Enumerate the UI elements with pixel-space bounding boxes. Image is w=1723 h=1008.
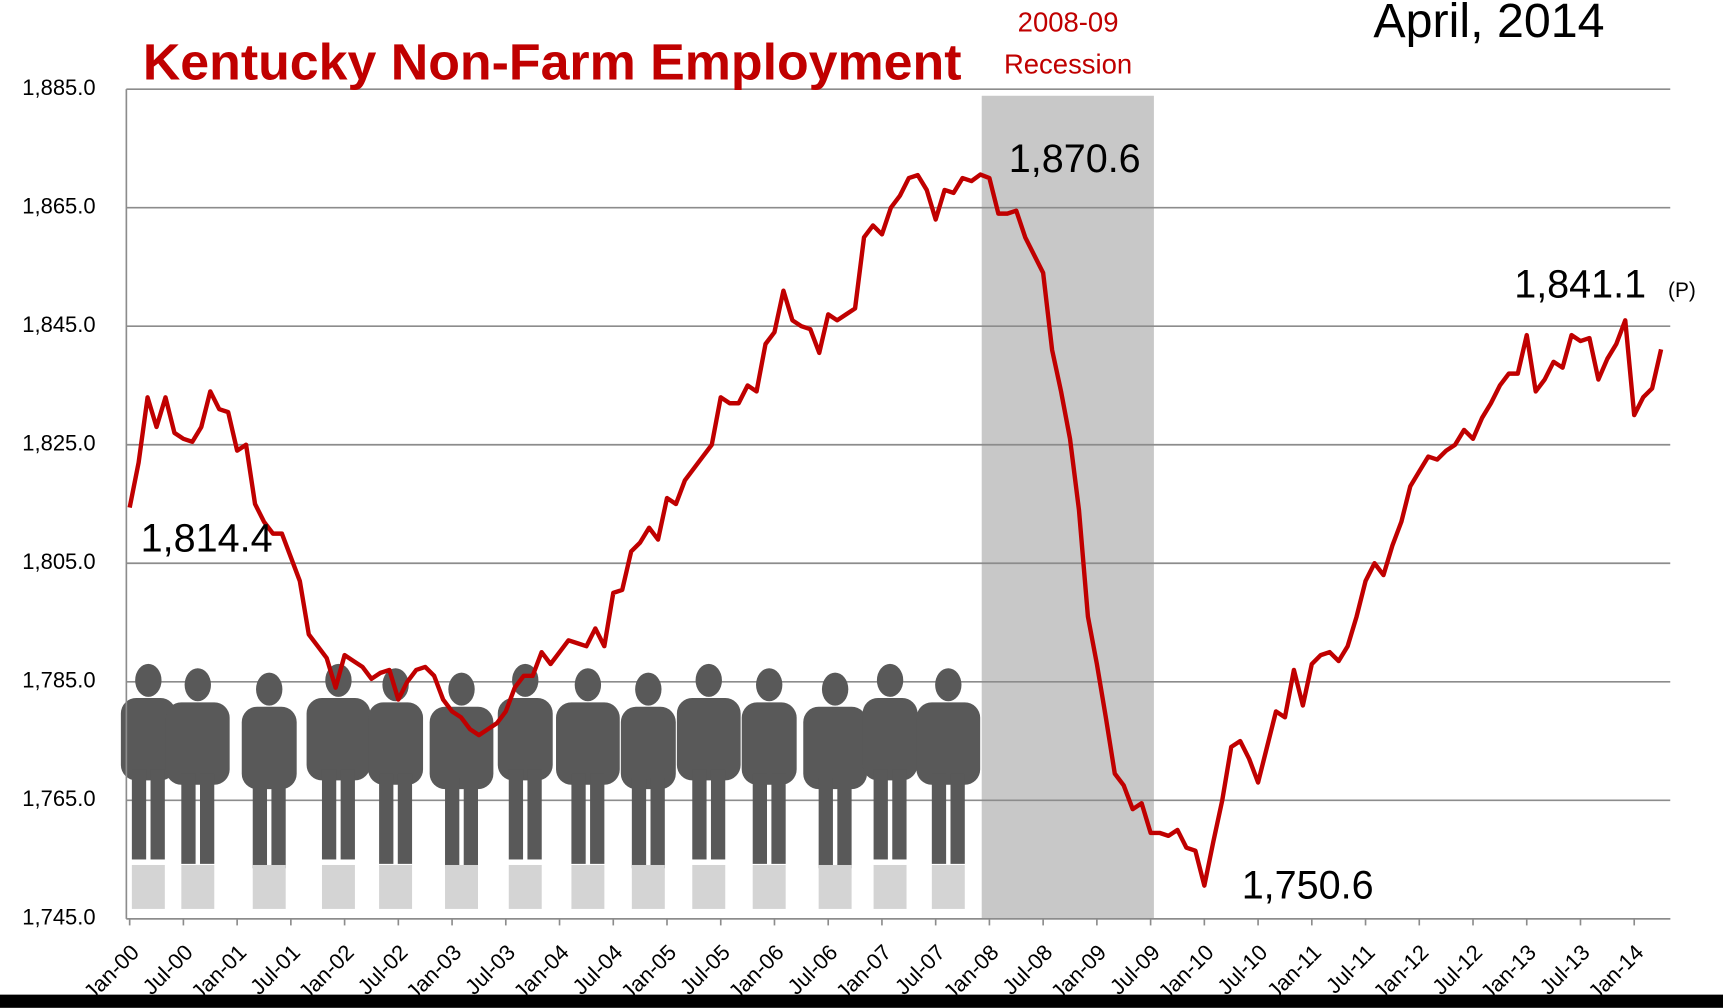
date-label: April, 2014 <box>1373 0 1604 48</box>
silhouette-head <box>635 672 662 706</box>
silhouette-body <box>741 702 797 785</box>
silhouette-leg <box>650 778 665 869</box>
silhouette-leg <box>131 769 147 860</box>
silhouette-leg <box>692 769 707 860</box>
silhouette-reflection <box>571 864 605 909</box>
silhouette-body <box>620 706 676 790</box>
silhouette-leg <box>571 773 586 864</box>
silhouette-reflection <box>752 864 786 909</box>
silhouette-head <box>448 672 475 706</box>
silhouette-reflection <box>131 864 165 909</box>
silhouette-body <box>916 702 981 785</box>
x-tick-label: Jul-10 <box>1212 940 1272 1000</box>
silhouette-leg <box>199 773 215 864</box>
recession-label: 2008-09 <box>1018 7 1119 38</box>
silhouette-body <box>306 697 371 781</box>
silhouette-leg <box>340 769 355 860</box>
silhouette-reflection <box>379 864 413 909</box>
silhouette-reflection <box>692 864 726 909</box>
silhouette-leg <box>590 773 605 864</box>
bottom-bar <box>0 994 1723 1008</box>
silhouette-leg <box>873 769 888 860</box>
silhouette-leg <box>379 773 394 864</box>
silhouette-leg <box>271 778 286 869</box>
annotation: 1,814.4 <box>141 516 273 560</box>
silhouette-head <box>695 663 722 697</box>
silhouette-body <box>676 697 741 781</box>
silhouette-leg <box>818 778 833 869</box>
silhouette-reflection <box>181 864 215 909</box>
silhouette-leg <box>950 773 965 864</box>
silhouette-leg <box>321 769 337 860</box>
recession-band <box>981 95 1154 919</box>
plot <box>125 89 1671 926</box>
silhouette-leg <box>771 773 786 864</box>
y-tick-label: 1,845.0 <box>22 312 95 337</box>
silhouette-head <box>184 668 211 702</box>
chart-title: Kentucky Non-Farm Employment <box>143 33 962 90</box>
silhouette-leg <box>527 769 542 860</box>
silhouette-reflection <box>631 864 665 909</box>
silhouette-body <box>497 697 553 781</box>
silhouette-leg <box>837 778 852 869</box>
annotation: (P) <box>1668 279 1696 302</box>
y-tick-label: 1,765.0 <box>22 786 95 811</box>
silhouette-reflection <box>252 864 286 909</box>
silhouette-leg <box>752 773 767 864</box>
silhouette-body <box>120 697 176 781</box>
silhouette-head <box>821 672 849 706</box>
recession-label: Recession <box>1004 48 1132 79</box>
silhouette-reflection <box>445 864 479 909</box>
silhouette-head <box>256 672 283 706</box>
silhouette-leg <box>508 769 524 860</box>
silhouette-body <box>862 697 918 781</box>
silhouette-reflection <box>508 864 542 909</box>
annotation: 1,841.1 <box>1514 262 1646 306</box>
silhouette-body <box>429 706 494 790</box>
silhouette-leg <box>710 769 726 860</box>
silhouette-head <box>135 663 162 697</box>
silhouette-body <box>368 702 424 785</box>
y-tick-label: 1,745.0 <box>22 905 95 930</box>
silhouette-reflection <box>321 864 355 909</box>
silhouette-leg <box>181 773 196 864</box>
silhouette-leg <box>150 769 165 860</box>
x-tick-label: Jan-11 <box>1262 940 1326 1004</box>
y-tick-label: 1,885.0 <box>22 75 95 100</box>
silhouette-head <box>935 668 962 702</box>
silhouette-leg <box>252 778 268 869</box>
annotation: 1,870.6 <box>1009 137 1141 181</box>
silhouette-reflection <box>873 864 907 909</box>
annotation: 1,750.6 <box>1242 864 1374 908</box>
silhouette-body <box>803 706 867 790</box>
silhouette-body <box>556 702 620 785</box>
silhouette-reflection <box>818 864 852 909</box>
silhouette-leg <box>892 769 907 860</box>
silhouette-leg <box>397 773 413 864</box>
silhouette-leg <box>463 778 479 869</box>
data-line <box>127 172 1664 888</box>
silhouette-body <box>165 702 230 785</box>
y-tick-label: 1,805.0 <box>22 549 95 574</box>
y-tick-label: 1,865.0 <box>22 193 95 218</box>
silhouette-leg <box>631 778 647 869</box>
silhouette-head <box>756 668 783 702</box>
silhouette-head <box>574 668 602 702</box>
people-silhouettes <box>120 663 981 909</box>
y-tick-label: 1,825.0 <box>22 431 95 456</box>
silhouette-leg <box>931 773 947 864</box>
y-tick-label: 1,785.0 <box>22 668 95 693</box>
silhouette-head <box>876 663 904 697</box>
silhouette-reflection <box>931 864 965 909</box>
silhouette-body <box>241 706 297 790</box>
silhouette-leg <box>445 778 460 869</box>
